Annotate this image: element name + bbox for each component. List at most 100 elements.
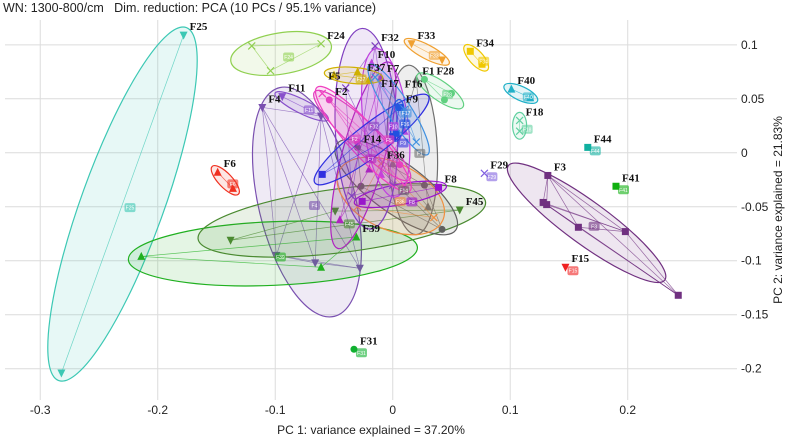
group-label: F24 <box>327 30 345 42</box>
group-label: F37 <box>367 62 385 74</box>
centroid-label: F4 <box>312 204 318 210</box>
square-marker <box>544 171 552 179</box>
centroid-badge <box>589 146 601 156</box>
group-label: F44 <box>594 133 612 145</box>
centroid-label: F9 <box>400 141 406 147</box>
group-label: F16 <box>405 78 423 90</box>
x-marker <box>318 89 327 98</box>
centroid-label: F14 <box>399 189 408 195</box>
centroid-label: F5 <box>386 138 392 144</box>
centroid-badge <box>588 221 600 231</box>
connector-line <box>262 107 361 269</box>
circle-marker <box>357 182 365 190</box>
centroid-badge <box>414 148 426 158</box>
centroid-badge-wrap: F45 <box>343 219 355 229</box>
group-label-wrap: F44 <box>594 133 612 145</box>
group-label-wrap: F15 <box>571 253 589 265</box>
centroid-badge <box>394 196 406 206</box>
connector-line <box>415 79 429 207</box>
group-f24 <box>230 30 333 76</box>
centroid-badge-wrap: F1 <box>414 148 426 158</box>
centroid-label: F44 <box>591 149 600 155</box>
centroid-badge-wrap: F8 <box>406 197 418 207</box>
connector-line <box>374 77 417 143</box>
circle-marker <box>350 345 358 353</box>
centroid-badge <box>283 52 295 62</box>
square-marker <box>466 47 474 55</box>
centroid-label: F24 <box>284 55 293 61</box>
centroid-badge <box>400 108 412 118</box>
connector-line <box>141 256 322 268</box>
centroid-badge-wrap: F3 <box>588 221 600 231</box>
connector-line <box>320 236 357 268</box>
centroid-label: F8 <box>409 200 415 206</box>
connector-line <box>61 34 184 374</box>
group-label-wrap: F17 <box>381 78 399 90</box>
centroid-badge <box>522 92 534 102</box>
square-marker <box>584 143 592 151</box>
connector-line <box>542 175 549 203</box>
group-ellipse <box>230 30 333 76</box>
square-marker <box>621 228 629 236</box>
triangle-down-marker <box>226 236 235 245</box>
group-label-wrap: F36 <box>387 150 405 162</box>
centroid-label: F17 <box>402 111 411 117</box>
connector-line <box>322 107 401 175</box>
connector-line <box>230 210 336 241</box>
square-marker <box>612 182 620 190</box>
x-axis-label: PC 1: variance explained = 37.20% <box>277 423 465 437</box>
group-label-wrap: F11 <box>288 83 305 95</box>
connector-line <box>374 45 394 186</box>
group-ellipse <box>506 162 667 284</box>
group-label-wrap: F16 <box>405 78 423 90</box>
connector-line <box>339 168 370 220</box>
centroid-label: F1 <box>417 151 423 157</box>
centroid-badge-wrap: F9 <box>397 138 409 148</box>
connector-line <box>262 107 322 117</box>
centroid-badge-wrap: F17 <box>400 108 412 118</box>
triangle-down-marker <box>258 103 267 112</box>
centroid-badge-wrap: F32 <box>368 121 380 131</box>
centroid-label: F7 <box>368 157 374 163</box>
group-label-wrap: F18 <box>526 106 544 118</box>
group-label: F3 <box>554 161 567 173</box>
triangle-up-marker <box>423 202 432 211</box>
centroid-label: F45 <box>345 222 354 228</box>
group-f44 <box>584 143 592 151</box>
x-marker <box>317 39 325 48</box>
x-marker <box>412 138 421 146</box>
connector-line <box>546 204 626 232</box>
centroid-label: F31 <box>357 351 366 357</box>
x-marker <box>515 116 524 125</box>
centroid-badge <box>397 138 409 148</box>
centroid-badge <box>355 348 367 358</box>
centroid-badge-wrap: F18 <box>521 124 533 134</box>
group-label: F8 <box>445 173 458 185</box>
centroid-badge-wrap: F10 <box>387 121 399 131</box>
y-tick-label: 0.05 <box>741 92 765 106</box>
group-label-wrap: F8 <box>445 173 458 185</box>
y-axis-label: PC 2: variance explained = 21.83% <box>771 116 785 304</box>
centroid-badge <box>343 219 355 229</box>
circle-marker <box>325 96 333 104</box>
square-marker <box>674 291 682 299</box>
centroid-badge-wrap: F14 <box>398 186 410 196</box>
connector-line <box>578 226 626 232</box>
centroid-label: F6 <box>230 182 236 188</box>
triangle-up-marker <box>507 84 516 93</box>
centroid-badge-wrap: F16 <box>399 119 411 129</box>
group-ellipse <box>127 220 419 287</box>
group-label-wrap: F7 <box>387 63 400 75</box>
centroid-label: F15 <box>569 269 578 275</box>
centroid-badge-wrap: F29 <box>486 172 498 182</box>
centroid-badge <box>303 105 315 115</box>
centroid-label: F40 <box>524 95 533 101</box>
centroid-badge-wrap: F34 <box>478 56 490 66</box>
connector-line <box>371 63 382 175</box>
triangle-up-marker <box>317 262 326 271</box>
group-f3 <box>506 162 682 299</box>
triangle-down-marker <box>278 93 287 102</box>
group-f15 <box>561 263 570 272</box>
y-tick-label: 0 <box>741 146 748 160</box>
group-label-wrap: F31 <box>360 335 378 347</box>
